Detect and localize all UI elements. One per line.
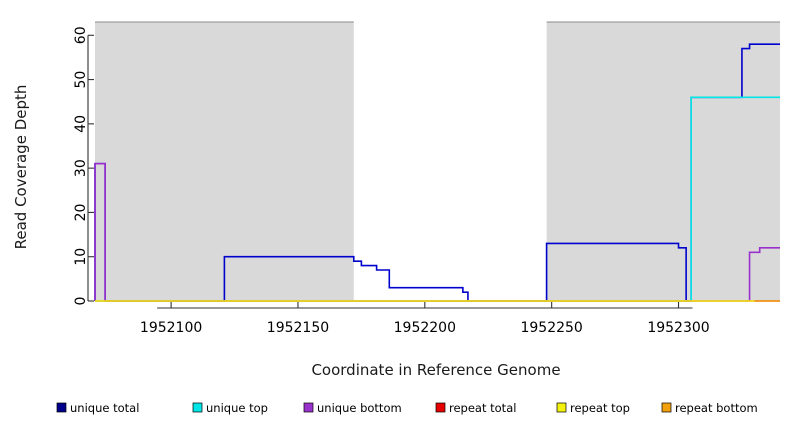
legend-label-unique-top: unique top <box>206 401 268 415</box>
legend-swatch-unique-bottom <box>303 402 314 413</box>
y-tick-label-0: 0 <box>73 297 89 306</box>
legend-swatch-repeat-bottom <box>661 402 672 413</box>
legend-swatch-unique-total <box>56 402 67 413</box>
y-axis: 0 10 20 30 40 50 60 <box>73 26 94 305</box>
x-tick-label-2: 1952200 <box>394 320 456 336</box>
legend-label-repeat-total: repeat total <box>449 401 516 415</box>
y-tick-label-2: 20 <box>73 204 89 222</box>
x-axis: 1952100 1952150 1952200 1952250 1952300 <box>140 302 710 336</box>
legend-label-repeat-bottom: repeat bottom <box>675 401 758 415</box>
legend-swatch-repeat-total <box>435 402 446 413</box>
chart-legend: unique total unique top unique bottom repea… <box>56 401 758 415</box>
y-axis-title: Read Coverage Depth <box>12 85 30 250</box>
repeat-region-left <box>95 22 354 301</box>
legend-swatch-unique-top <box>192 402 203 413</box>
x-tick-label-1: 1952150 <box>267 320 329 336</box>
y-tick-label-4: 40 <box>73 115 89 133</box>
legend-label-unique-bottom: unique bottom <box>317 401 402 415</box>
x-tick-label-4: 1952300 <box>647 320 709 336</box>
repeat-region-right <box>546 22 780 301</box>
data-series-group <box>94 43 780 302</box>
legend-label-repeat-top: repeat top <box>570 401 630 415</box>
x-tick-label-0: 1952100 <box>140 320 202 336</box>
y-tick-label-3: 30 <box>73 159 89 177</box>
x-axis-title: Coordinate in Reference Genome <box>311 361 560 379</box>
x-tick-label-3: 1952250 <box>520 320 582 336</box>
shaded-region-group <box>95 21 780 301</box>
y-tick-label-6: 60 <box>73 26 89 44</box>
y-tick-label-1: 10 <box>73 248 89 266</box>
y-tick-label-5: 50 <box>73 71 89 89</box>
legend-label-unique-total: unique total <box>70 401 139 415</box>
legend-swatch-repeat-top <box>556 402 567 413</box>
